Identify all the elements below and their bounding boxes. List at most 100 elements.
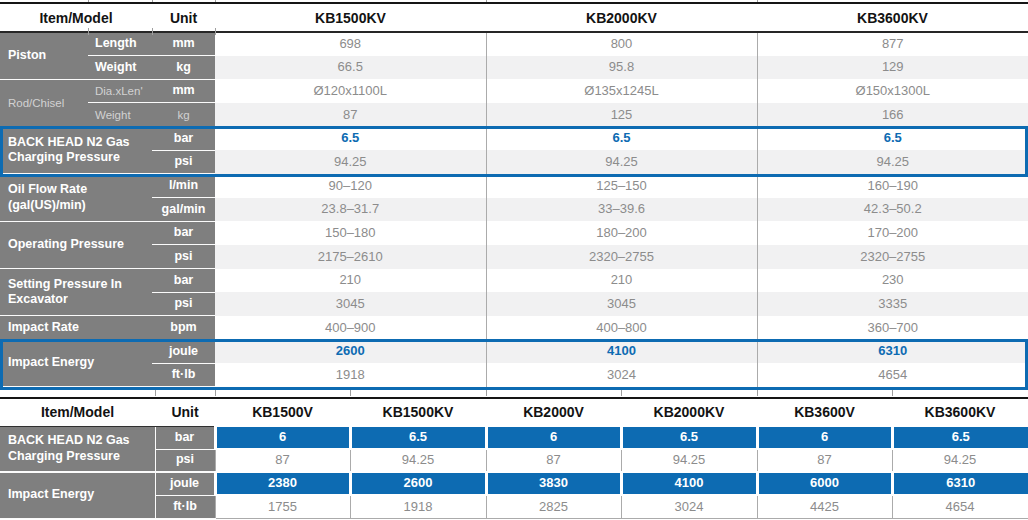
unit-cell: kg xyxy=(152,56,215,80)
spec-value: 4654 xyxy=(892,495,1028,518)
unit-cell: joule xyxy=(152,340,215,364)
spec-value: 210 xyxy=(486,269,757,293)
column-tick xyxy=(486,0,487,2)
spec-value: 210 xyxy=(215,269,486,293)
column-tick xyxy=(757,390,758,396)
spec-value: 3830 xyxy=(486,472,621,495)
spec-value: 4100 xyxy=(486,340,757,364)
column-tick xyxy=(215,28,216,35)
spec-value: Ø120x1100L xyxy=(215,79,486,103)
spec-value: 6.5 xyxy=(486,127,757,151)
spec-value: 4654 xyxy=(757,363,1028,387)
sub-label: Length xyxy=(88,32,152,56)
spec-value: 90–120 xyxy=(215,174,486,198)
column-tick xyxy=(152,28,153,35)
row-label-operating-pressure: Operating Pressure xyxy=(0,221,152,268)
column-tick xyxy=(350,390,351,396)
column-tick xyxy=(215,390,216,396)
column-tick xyxy=(155,390,156,396)
spec-value: 400–900 xyxy=(215,316,486,340)
unit-cell: psi xyxy=(152,150,215,174)
spec-value: 6.5 xyxy=(892,426,1028,449)
spec-value: 698 xyxy=(215,32,486,56)
row-label-piston: Piston xyxy=(0,32,88,79)
spec-value: 87 xyxy=(757,449,892,472)
unit-cell: ft·lb xyxy=(155,495,215,518)
unit-cell: ft·lb xyxy=(152,363,215,387)
row-label-oil-flow-rate: Oil Flow Rate (gal(US)/min) xyxy=(0,174,152,221)
spec-value: 94.25 xyxy=(215,150,486,174)
col-header-unit: Unit xyxy=(155,398,215,426)
spec-value: 6310 xyxy=(757,340,1028,364)
table-row: Weight kg 87 125 166 xyxy=(0,103,1028,127)
model-header-kb2000kv: KB2000KV xyxy=(621,398,757,426)
spec-value: 230 xyxy=(757,269,1028,293)
spec-value: 94.25 xyxy=(757,150,1028,174)
spec-value: Ø150x1300L xyxy=(757,79,1028,103)
spec-value: 94.25 xyxy=(892,449,1028,472)
column-tick xyxy=(152,0,153,2)
unit-cell: bar xyxy=(152,269,215,293)
spec-value: 6310 xyxy=(892,472,1028,495)
table-row: Impact Energy joule 2380 2600 3830 4100 … xyxy=(0,472,1028,495)
column-tick xyxy=(88,0,89,2)
spec-value: 2320–2755 xyxy=(757,245,1028,269)
table-row: Rod/Chisel Dia.xLen' mm Ø120x1100L Ø135x… xyxy=(0,79,1028,103)
spec-value: 180–200 xyxy=(486,221,757,245)
spec-value: 87 xyxy=(215,449,350,472)
unit-cell: bar xyxy=(155,426,215,449)
unit-cell: psi xyxy=(155,449,215,472)
row-label-back-head-n2: BACK HEAD N2 Gas Charging Pressure xyxy=(0,127,152,174)
spec-value: 6.5 xyxy=(350,426,486,449)
spec-value: 6.5 xyxy=(621,426,757,449)
column-tick xyxy=(88,28,89,35)
table-row: Impact Rate bpm 400–900 400–800 360–700 xyxy=(0,316,1028,340)
spec-value: 94.25 xyxy=(350,449,486,472)
spec-value: 42.3–50.2 xyxy=(757,198,1028,222)
table-header-row: Item/Model Unit KB1500KV KB2000KV KB3600… xyxy=(0,3,1028,32)
spec-value: 400–800 xyxy=(486,316,757,340)
model-header-kb1500kv: KB1500KV xyxy=(350,398,486,426)
column-tick xyxy=(757,0,758,2)
col-header-unit: Unit xyxy=(152,3,215,32)
model-header-kb1500kv: KB1500KV xyxy=(215,3,486,32)
unit-cell: psi xyxy=(152,292,215,316)
kv-spec-table: Item/Model Unit KB1500KV KB2000KV KB3600… xyxy=(0,2,1028,387)
spec-value: 3024 xyxy=(486,363,757,387)
model-header-kb1500v: KB1500V xyxy=(215,398,350,426)
column-tick xyxy=(892,390,893,396)
spec-value: 125 xyxy=(486,103,757,127)
table-row: Setting Pressure In Excavator bar 210 21… xyxy=(0,269,1028,293)
table-row: Weight kg 66.5 95.8 129 xyxy=(0,56,1028,80)
sub-label: Weight xyxy=(88,56,152,80)
row-label-impact-energy: Impact Energy xyxy=(0,472,155,518)
spec-value: 1918 xyxy=(215,363,486,387)
column-tick xyxy=(215,0,216,2)
spec-value: Ø135x1245L xyxy=(486,79,757,103)
model-header-kb3600kv: KB3600KV xyxy=(892,398,1028,426)
spec-value: 94.25 xyxy=(486,150,757,174)
spec-value: 6 xyxy=(215,426,350,449)
spec-value: 33–39.6 xyxy=(486,198,757,222)
table-row: ft·lb 1755 1918 2825 3024 4425 4654 xyxy=(0,495,1028,518)
table-row: psi 94.25 94.25 94.25 xyxy=(0,150,1028,174)
unit-cell: mm xyxy=(152,32,215,56)
unit-cell: bpm xyxy=(152,316,215,340)
kv-spec-table-section: Item/Model Unit KB1500KV KB2000KV KB3600… xyxy=(0,2,1028,387)
spec-value: 160–190 xyxy=(757,174,1028,198)
table-row: psi 87 94.25 87 94.25 87 94.25 xyxy=(0,449,1028,472)
spec-value: 3045 xyxy=(215,292,486,316)
spec-value: 877 xyxy=(757,32,1028,56)
spec-value: 6.5 xyxy=(215,127,486,151)
unit-cell: bar xyxy=(152,221,215,245)
row-label-setting-pressure: Setting Pressure In Excavator xyxy=(0,269,152,316)
spec-value: 3024 xyxy=(621,495,757,518)
column-tick xyxy=(486,390,487,396)
table-row: psi 3045 3045 3335 xyxy=(0,292,1028,316)
table-row: psi 2175–2610 2320–2755 2320–2755 xyxy=(0,245,1028,269)
table-header-row: Item/Model Unit KB1500V KB1500KV KB2000V… xyxy=(0,398,1028,426)
spec-value: 1755 xyxy=(215,495,350,518)
unit-cell: l/min xyxy=(152,174,215,198)
spec-value: 87 xyxy=(215,103,486,127)
col-header-item-model: Item/Model xyxy=(0,398,155,426)
